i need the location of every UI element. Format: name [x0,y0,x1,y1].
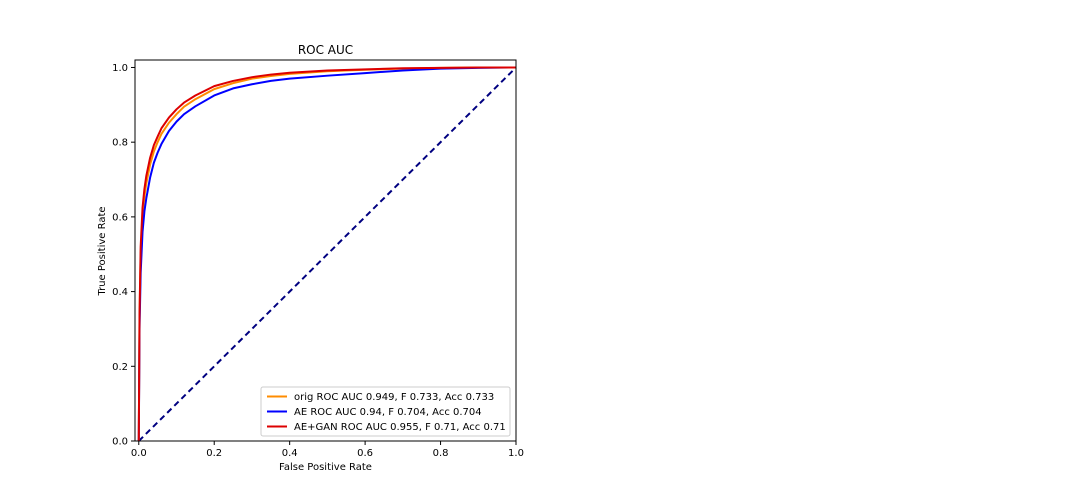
x-axis-label: False Positive Rate [279,462,372,473]
y-tick-label: 0.2 [112,362,128,373]
y-tick-label: 0.8 [112,138,128,149]
y-tick-label: 1.0 [112,63,128,74]
chart-title: ROC AUC [298,43,353,57]
axes: 0.0 0.2 0.4 0.6 0.8 1.0 0.0 0.2 0.4 0.6 0.8 1.0 [112,59,524,459]
y-tick-label: 0.0 [112,437,128,448]
legend-label-ae-gan: AE+GAN ROC AUC 0.955, F 0.71, Acc 0.71 [294,422,506,433]
series-line-2 [137,66,516,442]
x-tick-label: 0.2 [206,448,222,459]
series-line-1 [137,66,517,442]
legend-label-orig: orig ROC AUC 0.949, F 0.733, Acc 0.733 [294,392,494,403]
x-tick-label: 0.0 [131,448,147,459]
axes-frame [134,59,517,442]
y-tick-label: 0.4 [112,287,128,298]
x-tick-label: 0.6 [357,448,373,459]
x-tick-label: 0.4 [282,448,298,459]
legend: orig ROC AUC 0.949, F 0.733, Acc 0.733 A… [260,386,511,437]
legend-frame [260,386,511,437]
x-tick-label: 1.0 [508,448,524,459]
y-tick-label: 0.6 [112,212,128,223]
legend-label-ae: AE ROC AUC 0.94, F 0.704, Acc 0.704 [294,407,482,418]
x-tick-label: 0.8 [433,448,449,459]
y-axis-label: True Positive Rate [97,206,108,296]
plot-area [137,66,517,442]
chance-diagonal-line [138,66,517,442]
